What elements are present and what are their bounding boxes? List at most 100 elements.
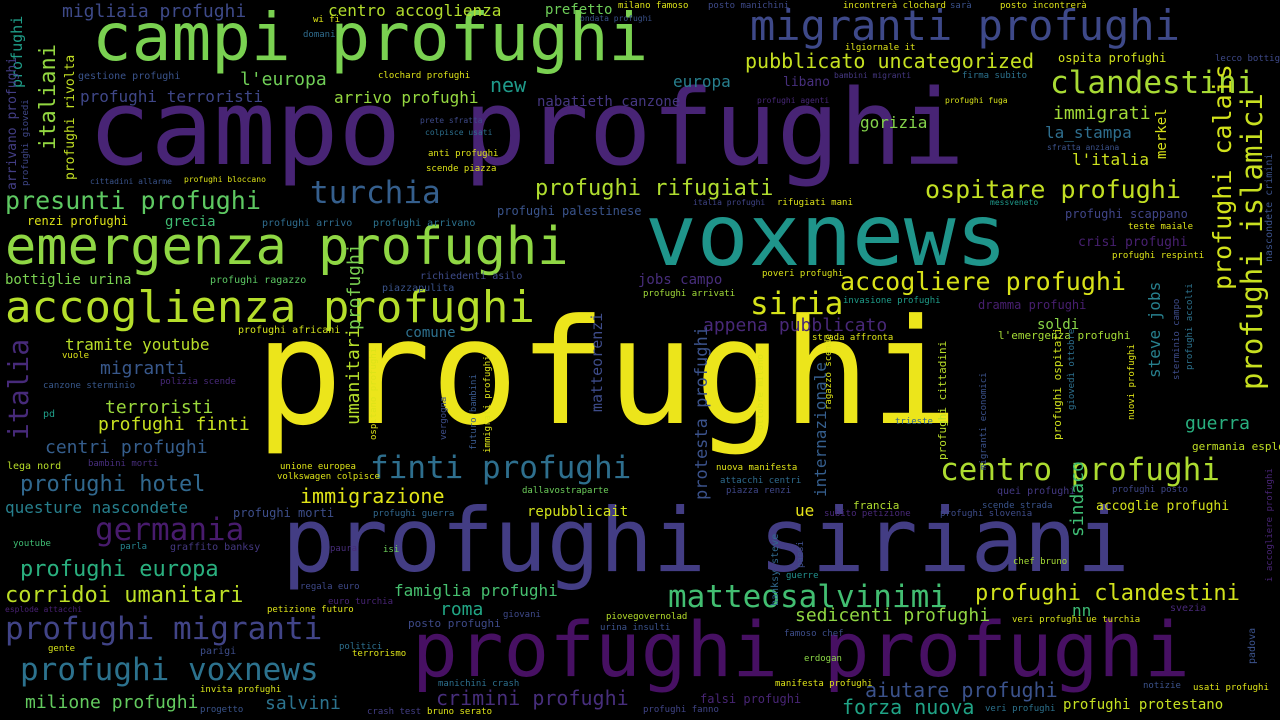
cloud-word: tramite youtube	[65, 335, 210, 354]
cloud-word: profughi voxnews	[20, 652, 319, 688]
cloud-word: trieste	[895, 417, 933, 427]
cloud-word: invita profughi	[200, 685, 282, 695]
cloud-word: sindaco	[1067, 461, 1088, 537]
cloud-word: migranti	[100, 358, 187, 379]
cloud-word: urina insulti	[600, 623, 671, 633]
cloud-word: roma	[440, 599, 484, 620]
cloud-word: crimini profughi	[436, 686, 629, 710]
cloud-word: profughi africani	[238, 325, 341, 336]
cloud-word: profughi calais	[1208, 64, 1237, 290]
cloud-word: migliaia profughi	[62, 1, 247, 22]
cloud-word: richiedenti asilo	[420, 271, 523, 282]
cloud-word: gestione profughi	[78, 71, 181, 82]
cloud-word: profughi slovenia	[940, 509, 1033, 519]
cloud-word: banksy steve	[770, 533, 781, 606]
cloud-word: prefetto	[545, 2, 613, 18]
cloud-word: turchia	[310, 175, 441, 211]
cloud-word: steve jobs	[1145, 281, 1164, 378]
cloud-word: profughi siriani	[282, 489, 1130, 592]
cloud-word: notizie	[1143, 681, 1181, 691]
cloud-word: terrorismo	[352, 649, 407, 659]
cloud-word: profughi clandestini	[975, 581, 1240, 606]
cloud-word: milano famoso	[618, 1, 689, 11]
cloud-word: bruno serato	[427, 707, 493, 717]
cloud-word: jobs campo	[638, 272, 723, 288]
cloud-word: sterminio campo	[1172, 298, 1182, 380]
cloud-word: centro profughi	[940, 452, 1220, 488]
cloud-word: progetto	[200, 705, 244, 715]
cloud-word: terroristi	[105, 397, 214, 418]
cloud-word: profughi hotel	[20, 472, 206, 497]
cloud-word: profughi	[255, 288, 959, 458]
cloud-word: finti profughi	[370, 450, 632, 486]
cloud-word: repubblicait	[527, 504, 629, 520]
cloud-word: sfratta anziana	[1047, 143, 1120, 152]
cloud-word: migranti profughi	[750, 1, 1180, 50]
cloud-word: vuole	[62, 351, 90, 361]
cloud-word: l'emergenza profughi	[998, 329, 1131, 342]
cloud-word: profughi agenti	[757, 96, 830, 105]
cloud-word: nn	[1072, 601, 1092, 620]
cloud-word: wi fi	[313, 15, 341, 25]
cloud-word: futuro bambini	[469, 374, 479, 450]
cloud-word: aiutare profughi	[865, 678, 1058, 702]
cloud-word: sedicenti profughi	[795, 605, 991, 626]
cloud-word: italia	[2, 338, 35, 440]
cloud-word: padova	[1247, 627, 1258, 664]
cloud-word: gorizia	[860, 113, 928, 132]
cloud-word: germania	[95, 512, 245, 548]
cloud-word: profughi europa	[20, 557, 219, 582]
cloud-word: profughi giovedi	[21, 99, 31, 186]
cloud-word: protesta profughi	[692, 326, 712, 500]
cloud-word: colpisce usati	[425, 128, 493, 137]
cloud-word: merkel	[1154, 108, 1170, 159]
cloud-word: forza nuova	[842, 695, 975, 719]
cloud-word: messveneto	[990, 198, 1039, 207]
cloud-word: ragazzo scende	[824, 334, 834, 410]
cloud-word: politici	[339, 642, 383, 652]
cloud-word: profughi terroristi	[80, 87, 264, 106]
cloud-word: salvini	[265, 693, 341, 714]
cloud-word: centri profughi	[45, 437, 208, 458]
cloud-word: ospitare profughi	[925, 175, 1181, 204]
cloud-word: ondata profughi	[580, 14, 653, 23]
cloud-word: rifugiati mani	[777, 198, 853, 208]
cloud-word: svezia	[1170, 603, 1207, 614]
cloud-word: firma subito	[962, 71, 1028, 81]
cloud-word: nascondete crimini	[1264, 153, 1275, 262]
cloud-word: strada affronta	[812, 333, 894, 343]
cloud-word: matteosalvinimi	[668, 579, 948, 615]
cloud-word: piazzapulita	[382, 283, 455, 294]
cloud-word: attacchi centri	[720, 476, 802, 486]
cloud-word: bottiglie urina	[5, 272, 132, 288]
cloud-word: profughi rifugiati	[535, 176, 774, 201]
cloud-word: piovegovernolad	[606, 612, 688, 622]
cloud-word: posto manichini	[708, 1, 790, 11]
cloud-word: profughi ragazzo	[210, 275, 307, 286]
cloud-word: profughi	[344, 243, 365, 330]
cloud-word: euro turchia	[328, 597, 394, 607]
cloud-word: clandestini	[1050, 65, 1256, 101]
cloud-word: invasione profughi	[843, 296, 941, 306]
cloud-word: poveri profughi	[762, 269, 844, 279]
cloud-word: questure nascondete	[5, 498, 189, 517]
cloud-word: profughi arrivati	[643, 289, 736, 299]
cloud-word: nuovi profughi	[1127, 344, 1137, 420]
cloud-word: profughi islamici	[1235, 93, 1269, 390]
cloud-word: ue turchia	[1086, 615, 1141, 625]
cloud-word: paesi	[796, 540, 806, 568]
cloud-word: centro accoglienza	[328, 1, 502, 20]
cloud-word: arrivano profughi	[5, 56, 20, 190]
cloud-word: libano	[783, 75, 830, 90]
cloud-word: profughi scappano	[1065, 207, 1188, 221]
cloud-word: dallavostraparte	[522, 486, 609, 496]
cloud-word: profughi fanno	[643, 705, 719, 715]
cloud-word: immigrati profughi	[483, 355, 493, 453]
cloud-word: immigrazione	[300, 484, 445, 508]
cloud-word: comune	[405, 325, 456, 341]
cloud-word: posto incontrerà	[1000, 1, 1087, 11]
cloud-word: famiglia profughi	[394, 581, 558, 600]
cloud-word: umanitari	[343, 327, 364, 425]
cloud-word: crisi profughi	[1078, 235, 1188, 250]
